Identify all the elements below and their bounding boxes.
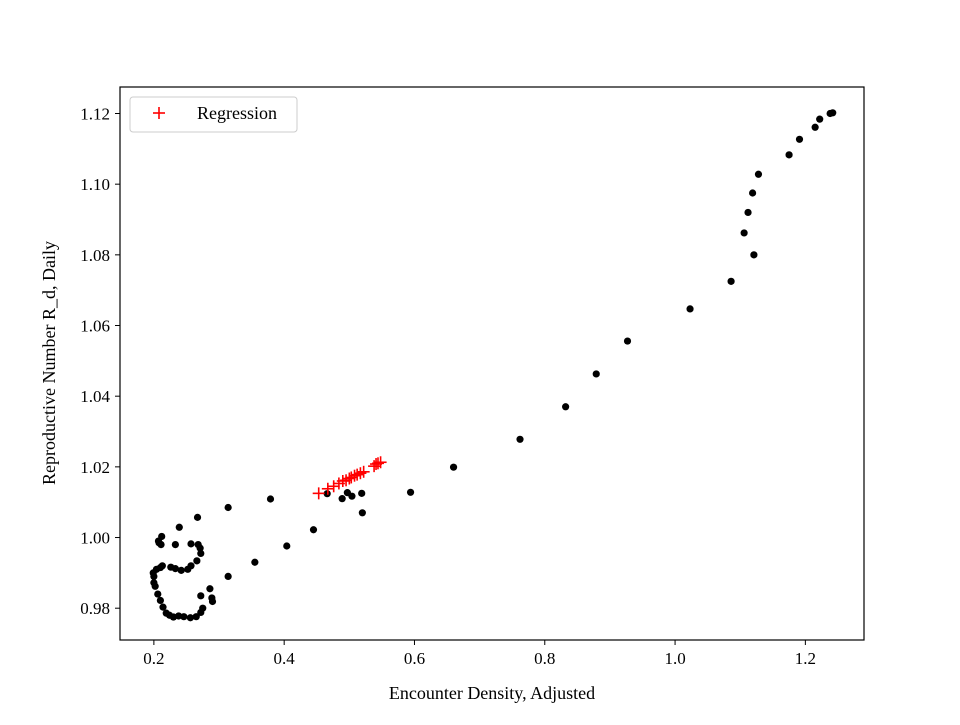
data-point (208, 594, 216, 602)
data-point (338, 495, 346, 503)
data-point (748, 189, 757, 197)
regression-point (321, 482, 334, 495)
data-point (744, 208, 752, 217)
data-point (187, 562, 195, 570)
regression-point (371, 457, 384, 470)
data-point (193, 557, 201, 565)
y-tick-label: 1.04 (80, 387, 110, 406)
y-tick-label: 1.06 (80, 317, 110, 336)
data-point (358, 509, 366, 517)
data-point (343, 489, 351, 497)
data-point (811, 123, 819, 131)
data-point (358, 489, 366, 497)
data-point (150, 579, 158, 587)
legend-marker-plus (153, 107, 165, 119)
legend: Regression (129, 96, 298, 133)
y-tick-label: 1.08 (80, 246, 110, 265)
data-point (192, 613, 200, 621)
data-point (750, 251, 758, 259)
data-point (283, 542, 291, 550)
data-point (197, 549, 205, 558)
data-point (449, 463, 458, 471)
regression-point (312, 487, 325, 500)
y-tick-label: 1.10 (80, 175, 110, 194)
data-point (516, 435, 524, 443)
legend-label-regression: Regression (197, 103, 277, 123)
data-point (266, 495, 275, 503)
x-tick-label: 1.0 (664, 649, 685, 668)
data-point (187, 540, 195, 548)
data-point (175, 523, 183, 531)
y-tick-label: 1.02 (80, 458, 110, 477)
data-point (224, 503, 232, 512)
legend-box (129, 96, 298, 133)
data-point (251, 558, 259, 566)
plot-frame (119, 86, 865, 641)
data-point (177, 566, 185, 574)
data-point (224, 572, 232, 580)
data-point (158, 562, 166, 570)
data-point (592, 370, 600, 378)
data-point (562, 403, 570, 411)
data-point (826, 109, 834, 118)
data-point (159, 603, 167, 611)
y-tick-label: 1.12 (80, 105, 110, 124)
x-tick-label: 0.4 (274, 649, 296, 668)
data-point (197, 608, 205, 617)
axis-ticks: 0.2 0.4 0.6 0.8 1.0 1.2 0.98 1.00 1.02 1.04 1.06 1.… (80, 105, 816, 668)
data-point (171, 565, 179, 573)
y-tick-label: 0.98 (80, 599, 110, 618)
data-point (740, 229, 748, 237)
data-point (171, 540, 179, 549)
data-marks (149, 109, 837, 622)
data-point (194, 540, 202, 549)
data-point (785, 151, 793, 159)
y-axis-label: Reproductive Number R_d, Daily (39, 241, 59, 485)
regression-point (327, 480, 340, 493)
data-point (727, 277, 735, 285)
x-tick-label: 0.2 (143, 649, 164, 668)
data-point (154, 537, 163, 545)
data-point (156, 596, 164, 605)
data-point (686, 305, 694, 313)
data-point (193, 513, 202, 521)
regression-point (357, 465, 370, 478)
x-tick-label: 0.6 (404, 649, 425, 668)
regression-point (343, 472, 356, 485)
x-axis-label: Encounter Density, Adjusted (389, 683, 595, 703)
x-tick-label: 0.8 (534, 649, 555, 668)
data-point (206, 585, 214, 593)
data-point (154, 590, 162, 598)
x-tick-label: 1.2 (795, 649, 816, 668)
regression-point (348, 469, 361, 482)
data-point (406, 488, 415, 496)
data-point (309, 526, 318, 534)
regression-point (374, 456, 387, 469)
data-point (186, 614, 194, 622)
data-point (162, 609, 170, 617)
data-point (754, 170, 763, 178)
data-point (197, 592, 205, 600)
y-tick-label: 1.00 (80, 529, 110, 548)
data-point (816, 115, 824, 123)
data-point (795, 135, 804, 143)
data-point (623, 337, 632, 345)
